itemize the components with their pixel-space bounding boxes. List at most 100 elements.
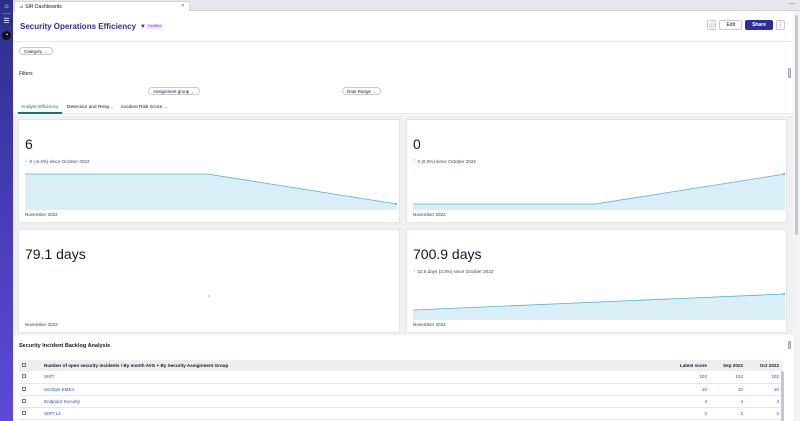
date-range-dropdown[interactable]: Date Range ⌄ — [342, 87, 382, 95]
filters-label: Filters — [19, 71, 33, 77]
trend-line — [25, 173, 397, 205]
category-label: Category — [24, 48, 43, 54]
info-icon: ⓘ — [709, 22, 715, 29]
tab-detection-response[interactable]: Detection and Resp... — [67, 105, 114, 110]
column-header[interactable]: Oct 2022 — [759, 363, 779, 368]
info-button[interactable]: ⓘ — [707, 20, 717, 30]
table-row[interactable]: SIRT L2 2 2 2 — [19, 407, 782, 419]
widget-delta-text: 22.5 days (3.3%) since October 2022 — [417, 268, 494, 274]
dashboard-header: Security Operations Efficiency ▼ Certifi… — [13, 11, 793, 41]
table-scrollbar[interactable] — [781, 371, 784, 421]
table-row[interactable]: SIRT 103 102 102 — [19, 371, 782, 383]
browser-tab[interactable]: ⊿ SIR Dashboards ✕ — [14, 1, 190, 11]
tab-incident-risk-score[interactable]: Incident Risk Score ... — [121, 105, 168, 110]
row-checkbox[interactable] — [22, 398, 26, 403]
arrow-up-icon: ↑ — [413, 268, 416, 274]
latest-score-cell[interactable]: 10 — [701, 386, 707, 392]
chevron-down-icon: ⌄ — [191, 88, 195, 94]
widget-period: November 2022 — [413, 322, 446, 327]
browser-tab-title: SIR Dashboards — [25, 3, 62, 10]
widget-value: 700.9 days — [413, 246, 482, 262]
column-header[interactable]: Number of open security incidents / By m… — [44, 363, 229, 368]
sep-cell[interactable]: 10 — [737, 386, 743, 392]
assignment-group-dropdown[interactable]: Assignment group ⌄ — [148, 87, 200, 95]
oct-cell[interactable]: 2 — [776, 410, 779, 416]
certified-badge: Certified — [146, 24, 164, 29]
latest-score-cell[interactable]: 2 — [704, 410, 707, 416]
trend-chart — [208, 295, 210, 297]
more-options-button[interactable]: ⋮ — [776, 20, 785, 30]
close-icon[interactable]: ✕ — [180, 3, 185, 9]
trend-chart — [25, 173, 397, 210]
widget-value: 6 — [25, 136, 33, 152]
oct-cell[interactable]: 102 — [771, 374, 779, 380]
widget-delta: ↑ 0 (0.0%) since October 2022 — [413, 158, 476, 164]
row-name-link[interactable]: SecOps EMEA — [44, 386, 75, 392]
widget-card[interactable]: 79.1 days November 2022 — [18, 229, 400, 333]
widget-period: November 2022 — [413, 212, 446, 217]
trend-point — [783, 173, 785, 175]
widget-delta-text: 0 (0.0%) since October 2022 — [417, 158, 476, 164]
widget-delta: ↓ 0 (-6.4%) since October 2022 — [25, 158, 90, 164]
share-button[interactable]: Share — [745, 20, 773, 30]
widget-period: November 2022 — [25, 322, 58, 327]
column-header[interactable]: Sep 2022 — [723, 363, 743, 368]
arrow-down-icon: ↓ — [25, 158, 28, 164]
trend-point — [395, 203, 397, 205]
dashboard-title[interactable]: Security Operations Efficiency ▼ — [20, 22, 146, 31]
trend-area — [25, 174, 397, 210]
widget-delta-text: 0 (-6.4%) since October 2022 — [29, 158, 90, 164]
row-checkbox[interactable] — [22, 386, 26, 391]
table-row[interactable]: Endpoint Security 4 4 4 — [19, 395, 782, 407]
row-name-link[interactable]: SIRT — [44, 374, 55, 380]
widget-card[interactable]: 6 ↓ 0 (-6.4%) since October 2022 November… — [18, 119, 400, 223]
sep-cell[interactable]: 2 — [740, 410, 743, 416]
chevron-down-icon: ⌄ — [44, 48, 48, 54]
sep-cell[interactable]: 102 — [735, 374, 743, 380]
dashboard-icon: ⊿ — [19, 3, 24, 10]
dashboard-tabs: Analyst Efficiency Detection and Resp...… — [13, 103, 793, 114]
widget-value: 0 — [413, 136, 421, 152]
page-scrollbar-thumb[interactable] — [795, 15, 798, 235]
row-checkbox[interactable] — [22, 374, 26, 379]
oct-cell[interactable]: 10 — [773, 386, 779, 392]
backlog-section: Security Incident Backlog Analysis Numbe… — [13, 335, 793, 421]
widget-card[interactable]: 0 ↑ 0 (0.0%) since October 2022 November … — [406, 119, 787, 223]
category-dropdown[interactable]: Category ⌄ — [19, 47, 53, 55]
home-icon[interactable]: ⌂ — [4, 3, 9, 10]
tab-analyst-efficiency[interactable]: Analyst Efficiency — [21, 105, 59, 110]
table-header-row: Number of open security incidents / By m… — [19, 360, 782, 371]
table-row[interactable]: SecOps EMEA 10 10 10 — [19, 383, 782, 395]
header-actions: ⓘ Edit Share ⋮ — [707, 20, 785, 30]
trend-point — [208, 295, 210, 297]
row-checkbox[interactable] — [22, 410, 26, 415]
row-name-link[interactable]: Endpoint Security — [44, 398, 81, 404]
sep-cell[interactable]: 4 — [740, 398, 743, 404]
active-tab-indicator — [18, 112, 62, 114]
trend-line — [413, 173, 785, 205]
filters-scrollbar[interactable] — [788, 68, 791, 78]
latest-score-cell[interactable]: 4 — [704, 398, 707, 404]
menu-icon[interactable]: ☰ — [3, 18, 10, 25]
page-scrollbar[interactable] — [793, 11, 800, 421]
edit-button[interactable]: Edit — [719, 20, 743, 30]
column-header[interactable]: Latest score — [679, 363, 707, 368]
latest-score-cell[interactable]: 103 — [699, 374, 707, 380]
widget-card[interactable]: 700.9 days ↑ 22.5 days (3.3%) since Octob… — [406, 229, 787, 333]
minimize-icon[interactable]: — — [789, 1, 795, 7]
dashboard-main: Security Operations Efficiency ▼ Certifi… — [13, 11, 793, 421]
backlog-scrollbar[interactable] — [788, 341, 791, 349]
rail-divider — [2, 13, 11, 14]
left-rail: ⌂ ☰ ◔ — [0, 0, 13, 421]
oct-cell[interactable]: 4 — [776, 398, 779, 404]
widgets-area: 6 ↓ 0 (-6.4%) since October 2022 November… — [13, 115, 793, 335]
header-divider — [13, 41, 793, 42]
date-range-label: Date Range — [347, 88, 372, 94]
row-name-link[interactable]: SIRT L2 — [44, 410, 61, 416]
select-all-checkbox[interactable] — [22, 363, 26, 367]
widget-value: 79.1 days — [25, 246, 86, 262]
gauge-icon[interactable]: ◔ — [2, 31, 11, 40]
caret-down-icon[interactable]: ▼ — [140, 23, 146, 30]
backlog-title: Security Incident Backlog Analysis — [19, 343, 111, 349]
browser-tab-strip: ⊿ SIR Dashboards ✕ — — [13, 0, 800, 11]
